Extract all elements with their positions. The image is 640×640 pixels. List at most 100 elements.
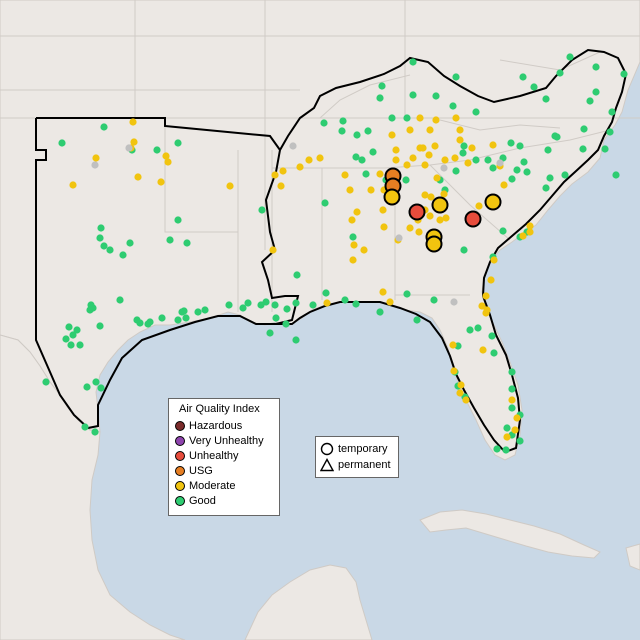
monitor-marker[interactable] (472, 156, 480, 164)
monitor-marker[interactable] (513, 166, 521, 174)
monitor-marker[interactable] (360, 246, 368, 254)
monitor-marker[interactable] (478, 302, 486, 310)
monitor-marker[interactable] (415, 228, 423, 236)
monitor-marker[interactable] (144, 320, 152, 328)
monitor-marker[interactable] (376, 308, 384, 316)
monitor-marker[interactable] (606, 128, 614, 136)
monitor-marker[interactable] (426, 212, 434, 220)
monitor-marker[interactable] (322, 289, 330, 297)
monitor-marker[interactable] (378, 82, 386, 90)
monitor-marker[interactable] (339, 117, 347, 125)
monitor-marker[interactable] (468, 144, 476, 152)
monitor-marker[interactable] (459, 149, 467, 157)
monitor-marker[interactable] (508, 385, 516, 393)
monitor-marker[interactable] (65, 323, 73, 331)
monitor-marker[interactable] (464, 159, 472, 167)
monitor-marker[interactable] (305, 156, 313, 164)
monitor-marker[interactable] (358, 156, 366, 164)
monitor-marker[interactable] (508, 404, 516, 412)
monitor-marker[interactable] (174, 216, 182, 224)
monitor-marker[interactable] (194, 308, 202, 316)
monitor-marker[interactable] (395, 234, 403, 242)
monitor-marker[interactable] (413, 316, 421, 324)
monitor-marker[interactable] (503, 424, 511, 432)
monitor-marker[interactable] (392, 156, 400, 164)
monitor-marker[interactable] (551, 132, 559, 140)
monitor-marker[interactable] (432, 116, 440, 124)
monitor-marker[interactable] (421, 161, 429, 169)
monitor-marker[interactable] (526, 228, 534, 236)
monitor-marker[interactable] (425, 151, 433, 159)
monitor-marker[interactable] (369, 148, 377, 156)
temporary-monitor-marker[interactable] (484, 193, 502, 211)
monitor-marker[interactable] (451, 154, 459, 162)
monitor-marker[interactable] (380, 223, 388, 231)
monitor-marker[interactable] (341, 171, 349, 179)
monitor-marker[interactable] (73, 326, 81, 334)
monitor-marker[interactable] (409, 58, 417, 66)
monitor-marker[interactable] (500, 181, 508, 189)
monitor-marker[interactable] (496, 159, 504, 167)
monitor-marker[interactable] (96, 234, 104, 242)
monitor-marker[interactable] (403, 114, 411, 122)
monitor-marker[interactable] (462, 396, 470, 404)
monitor-marker[interactable] (516, 437, 524, 445)
monitor-marker[interactable] (364, 127, 372, 135)
monitor-marker[interactable] (134, 173, 142, 181)
monitor-marker[interactable] (100, 242, 108, 250)
monitor-marker[interactable] (612, 171, 620, 179)
monitor-marker[interactable] (580, 125, 588, 133)
monitor-marker[interactable] (430, 296, 438, 304)
monitor-marker[interactable] (341, 296, 349, 304)
monitor-marker[interactable] (519, 73, 527, 81)
monitor-marker[interactable] (367, 186, 375, 194)
monitor-marker[interactable] (292, 336, 300, 344)
monitor-marker[interactable] (488, 332, 496, 340)
monitor-marker[interactable] (97, 224, 105, 232)
monitor-marker[interactable] (474, 324, 482, 332)
monitor-marker[interactable] (201, 306, 209, 314)
monitor-marker[interactable] (450, 367, 458, 375)
monitor-marker[interactable] (508, 368, 516, 376)
monitor-marker[interactable] (561, 171, 569, 179)
monitor-marker[interactable] (272, 314, 280, 322)
monitor-marker[interactable] (348, 216, 356, 224)
monitor-marker[interactable] (503, 433, 511, 441)
monitor-marker[interactable] (271, 301, 279, 309)
monitor-marker[interactable] (130, 138, 138, 146)
monitor-marker[interactable] (592, 88, 600, 96)
monitor-marker[interactable] (277, 182, 285, 190)
monitor-marker[interactable] (409, 91, 417, 99)
monitor-marker[interactable] (91, 161, 99, 169)
monitor-marker[interactable] (157, 178, 165, 186)
monitor-marker[interactable] (282, 320, 290, 328)
temporary-monitor-marker[interactable] (425, 235, 443, 253)
monitor-marker[interactable] (376, 170, 384, 178)
monitor-marker[interactable] (402, 176, 410, 184)
monitor-marker[interactable] (421, 191, 429, 199)
monitor-marker[interactable] (86, 306, 94, 314)
monitor-marker[interactable] (502, 446, 510, 454)
monitor-marker[interactable] (164, 158, 172, 166)
monitor-marker[interactable] (352, 300, 360, 308)
monitor-marker[interactable] (452, 73, 460, 81)
monitor-marker[interactable] (482, 309, 490, 317)
monitor-marker[interactable] (92, 378, 100, 386)
monitor-marker[interactable] (433, 174, 441, 182)
monitor-marker[interactable] (162, 152, 170, 160)
monitor-marker[interactable] (513, 414, 521, 422)
monitor-marker[interactable] (508, 175, 516, 183)
monitor-marker[interactable] (456, 136, 464, 144)
monitor-marker[interactable] (440, 190, 448, 198)
monitor-marker[interactable] (601, 145, 609, 153)
monitor-marker[interactable] (608, 108, 616, 116)
monitor-marker[interactable] (96, 322, 104, 330)
monitor-marker[interactable] (546, 174, 554, 182)
monitor-marker[interactable] (91, 428, 99, 436)
monitor-marker[interactable] (416, 114, 424, 122)
monitor-marker[interactable] (362, 170, 370, 178)
monitor-marker[interactable] (283, 305, 291, 313)
monitor-marker[interactable] (544, 146, 552, 154)
